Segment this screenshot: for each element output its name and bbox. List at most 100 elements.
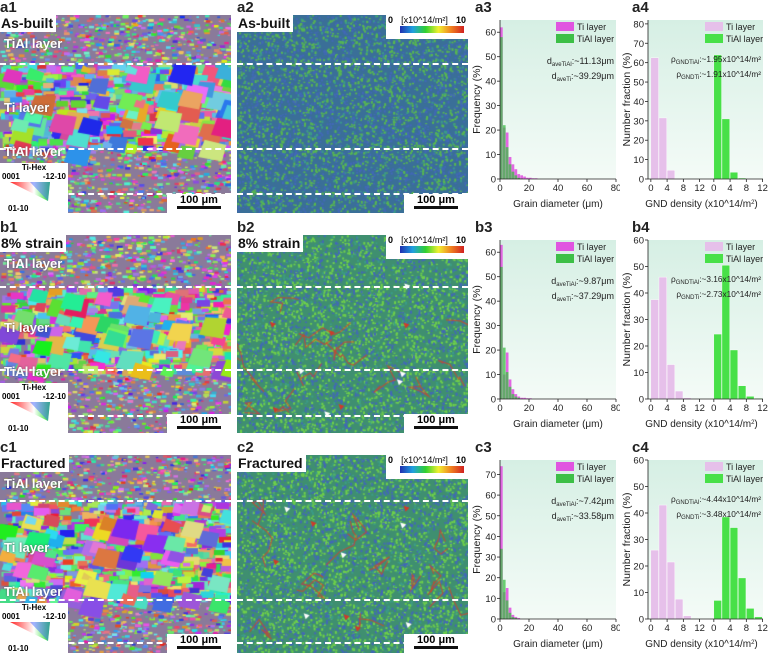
- bar-tial-layer: [511, 171, 515, 179]
- layer-label: Ti layer: [4, 100, 50, 115]
- layer-boundary-line: [237, 148, 468, 150]
- bar-ti-layer: [514, 394, 518, 399]
- y-tick-label: 0: [491, 615, 496, 626]
- legend-label: Ti layer: [726, 462, 755, 472]
- bar-tial-layer: [721, 118, 730, 180]
- x-tick-label: 20: [524, 623, 535, 634]
- bar-ti-layer: [666, 364, 676, 400]
- bar-tial-layer: [500, 548, 503, 619]
- legend-label: TiAl layer: [577, 254, 614, 264]
- y-tick-label: 80: [633, 19, 644, 30]
- layer-boundary-line: [237, 500, 468, 502]
- y-tick-label: 20: [485, 126, 496, 137]
- gnd-density-map: As-built 0 [x10^14/m²] 10 100 μm: [237, 15, 468, 213]
- y-axis-label: Number fraction (%): [621, 53, 633, 147]
- plot-area: [500, 240, 616, 399]
- x-tick-label: 0: [711, 403, 716, 414]
- legend-swatch: [705, 34, 723, 43]
- bar-tial-layer: [505, 372, 509, 399]
- annotation: ρGNDTi:~2.73x10^14/m²: [676, 289, 761, 301]
- ipf-corner-0001: 0001: [2, 172, 20, 181]
- map-title: As-built: [0, 15, 57, 32]
- legend-label: Ti layer: [726, 242, 755, 252]
- bar-tial-layer: [713, 600, 722, 620]
- map-title: Fractured: [0, 455, 69, 472]
- layer-label: TiAl layer: [4, 144, 63, 159]
- ipf-color-key: Ti-Hex 0001 -12-10 01-10: [0, 383, 68, 433]
- colorbar-min: 0: [388, 235, 394, 245]
- bar-ti-layer: [517, 174, 521, 179]
- layer-boundary-line: [0, 63, 231, 65]
- x-tick-label: 0: [711, 623, 716, 634]
- legend-swatch: [705, 474, 723, 483]
- bar-tial-layer: [514, 175, 518, 179]
- y-tick-label: 40: [485, 532, 496, 543]
- layer-label: TiAl layer: [4, 36, 63, 51]
- x-tick-label: 40: [553, 183, 564, 194]
- gnd-density-map: 8% strain 0 [x10^14/m²] 10 100 μm: [237, 235, 468, 433]
- legend-swatch: [705, 462, 723, 471]
- bar-tial-layer: [721, 264, 730, 400]
- bar-ti-layer: [529, 177, 532, 179]
- x-tick-label: 0: [497, 403, 502, 414]
- panel-label: b2: [237, 219, 255, 236]
- y-tick-label: 40: [633, 289, 644, 300]
- bar-tial-layer: [511, 616, 515, 619]
- annotation: daveTi:~37.29μm: [552, 291, 614, 303]
- bar-tial-layer: [746, 608, 755, 620]
- grain-size-histogram: 0 10 20 30 40 50 60 0 20 40 60 80 Grain diameter (μm…: [471, 240, 620, 430]
- y-tick-label: 10: [485, 594, 496, 605]
- layer-boundary-line: [237, 642, 468, 644]
- x-tick-label: 60: [582, 403, 593, 414]
- bar-ti-layer: [666, 561, 676, 620]
- y-tick-label: 50: [633, 482, 644, 493]
- scale-bar: 100 μm: [167, 634, 231, 653]
- colorbar-unit: [x10^14/m²]: [401, 15, 448, 25]
- y-tick-label: 10: [633, 155, 644, 166]
- y-tick-label: 60: [633, 456, 644, 467]
- x-axis-label: Grain diameter (μm): [513, 419, 603, 430]
- legend-swatch: [705, 254, 723, 263]
- layer-boundary-line: [0, 415, 231, 417]
- scale-bar: 100 μm: [404, 414, 468, 433]
- y-tick-label: 40: [485, 297, 496, 308]
- y-tick-label: 40: [633, 509, 644, 520]
- ipf-corner-01-10: 01-10: [8, 644, 29, 653]
- colorbar-unit: [x10^14/m²]: [401, 455, 448, 465]
- layer-boundary-line: [237, 369, 468, 371]
- x-tick-label: 12: [757, 403, 768, 414]
- y-axis-label: Frequency (%): [471, 505, 483, 574]
- layer-boundary-line: [0, 642, 231, 644]
- x-tick-label: 8: [681, 403, 686, 414]
- ipf-color-key: Ti-Hex 0001 -12-10 01-10: [0, 163, 68, 213]
- ipf-corner-12-10: -12-10: [42, 172, 66, 181]
- layer-label: Ti layer: [4, 540, 50, 555]
- x-axis-label: Grain diameter (μm): [513, 639, 603, 650]
- colorbar-max: 10: [455, 235, 466, 245]
- y-tick-label: 60: [633, 236, 644, 247]
- scale-bar-label: 100 μm: [180, 194, 218, 206]
- y-tick-label: 30: [485, 553, 496, 564]
- x-tick-label: 0: [648, 623, 653, 634]
- bar-ti-layer: [511, 164, 515, 179]
- layer-boundary-line: [237, 193, 468, 195]
- legend-swatch: [556, 34, 574, 43]
- scale-bar-label: 100 μm: [417, 414, 455, 426]
- ipf-orientation-map: As-built TiAl layer Ti layer TiAl layer Ti-H…: [0, 15, 231, 213]
- y-tick-label: 40: [633, 97, 644, 108]
- y-tick-label: 60: [485, 28, 496, 39]
- bar-tial-layer: [500, 266, 503, 399]
- legend-label: TiAl layer: [726, 34, 763, 44]
- x-tick-label: 0: [497, 623, 502, 634]
- bar-ti-layer: [514, 169, 518, 179]
- scale-bar-label: 100 μm: [417, 634, 455, 646]
- bar-tial-layer: [721, 516, 730, 620]
- ipf-color-key: Ti-Hex 0001 -12-10 01-10: [0, 603, 68, 653]
- bar-tial-layer: [713, 333, 722, 400]
- legend-swatch: [556, 462, 574, 471]
- layer-boundary-line: [237, 599, 468, 601]
- bar-ti-layer: [650, 549, 659, 620]
- legend-label: TiAl layer: [577, 474, 614, 484]
- x-tick-label: 4: [727, 623, 732, 634]
